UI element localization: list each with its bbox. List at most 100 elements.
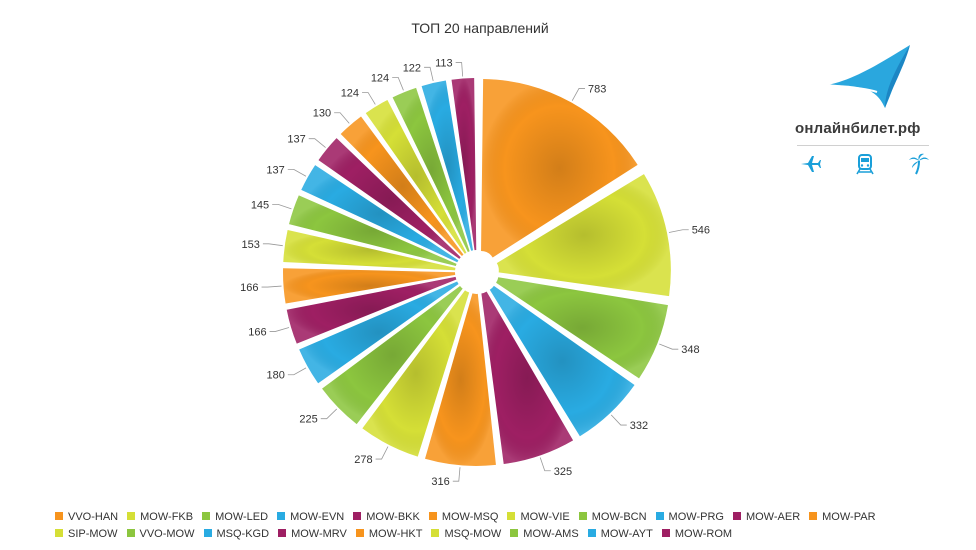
- pie-labels: 783 546 348 332 325 316 278 225 180 166 166 153 145 1…: [240, 58, 710, 489]
- legend-label: MOW-AYT: [600, 528, 653, 540]
- data-label: 166: [240, 282, 258, 294]
- legend-label: MSQ-KGD: [216, 528, 270, 540]
- legend-item[interactable]: MOW-HKT: [355, 526, 423, 543]
- brand-name: онлайнбилет.рф: [795, 120, 921, 137]
- legend-swatch: [202, 512, 211, 520]
- legend-swatch: [55, 512, 63, 520]
- legend-label: MOW-ROM: [674, 528, 733, 540]
- legend-label: MOW-PRG: [668, 511, 724, 523]
- data-label: 316: [431, 476, 449, 488]
- legend-swatch: [277, 512, 286, 520]
- legend-swatch: [655, 512, 664, 520]
- leader-line: [362, 92, 376, 105]
- leader-line: [262, 243, 283, 247]
- train-icon[interactable]: [853, 152, 877, 176]
- legend-swatch: [587, 529, 596, 537]
- leader-line: [539, 457, 551, 472]
- leader-line: [610, 414, 627, 426]
- legend-item[interactable]: MOW-LED: [202, 509, 268, 526]
- leader-line: [424, 66, 434, 82]
- data-label: 348: [681, 344, 699, 356]
- palm-tree-icon[interactable]: [907, 152, 931, 176]
- leader-line: [455, 62, 464, 77]
- leader-line: [308, 138, 326, 148]
- legend-item[interactable]: MOW-MSQ: [428, 509, 498, 526]
- legend-swatch: [510, 529, 519, 537]
- legend-label: VVO-HAN: [68, 511, 119, 523]
- legend-item[interactable]: MOW-ROM: [661, 526, 733, 543]
- data-label: 332: [630, 420, 648, 432]
- data-label: 546: [692, 225, 710, 237]
- data-label: 122: [403, 62, 421, 74]
- legend-swatch: [278, 529, 287, 537]
- legend-item[interactable]: VVO-HAN: [55, 509, 118, 526]
- legend-item[interactable]: MOW-EVN: [277, 509, 344, 526]
- legend-label: MOW-BCN: [591, 511, 647, 523]
- data-label: 325: [554, 466, 572, 478]
- legend-label: MOW-HKT: [368, 528, 423, 540]
- data-label: 153: [242, 239, 260, 251]
- leader-line: [287, 169, 307, 177]
- legend-item[interactable]: VVO-MOW: [126, 526, 195, 543]
- legend-label: VVO-MOW: [139, 528, 195, 540]
- legend-label: MOW-MRV: [291, 528, 347, 540]
- legend-label: MSQ-MOW: [444, 528, 502, 540]
- legend-item[interactable]: MOW-AER: [732, 509, 801, 526]
- legend-swatch: [55, 529, 63, 537]
- legend-label: MOW-AER: [745, 511, 801, 523]
- legend-item[interactable]: MOW-PAR: [809, 509, 876, 526]
- brand-divider: [797, 145, 929, 146]
- legend-item[interactable]: MOW-PRG: [655, 509, 724, 526]
- leader-line: [392, 76, 404, 91]
- legend-swatch: [809, 512, 818, 520]
- chart-legend: VVO-HAN MOW-FKB MOW-LED MOW-EVN MOW-BKK MOW-M…: [55, 509, 955, 543]
- leader-line: [571, 88, 586, 101]
- data-label: 278: [354, 454, 372, 466]
- legend-label: MOW-VIE: [520, 511, 570, 523]
- legend-item[interactable]: SIP-MOW: [55, 526, 118, 543]
- leader-line: [261, 285, 282, 288]
- data-label: 130: [313, 108, 331, 120]
- legend-swatch: [127, 512, 136, 520]
- airplane-icon[interactable]: [799, 152, 823, 176]
- legend-item[interactable]: MOW-AYT: [587, 526, 653, 543]
- legend-item[interactable]: MOW-BCN: [578, 509, 647, 526]
- legend-label: SIP-MOW: [68, 528, 118, 540]
- data-label: 124: [341, 87, 359, 99]
- legend-item[interactable]: MOW-VIE: [507, 509, 570, 526]
- legend-item[interactable]: MOW-AMS: [510, 526, 579, 543]
- legend-label: MOW-FKB: [140, 511, 194, 523]
- legend-item[interactable]: MSQ-KGD: [203, 526, 270, 543]
- data-label: 180: [266, 370, 284, 382]
- legend-swatch: [732, 512, 741, 520]
- leader-line: [272, 203, 292, 210]
- brand-logo: [826, 45, 910, 108]
- data-label: 145: [251, 199, 269, 211]
- legend-item[interactable]: MOW-BKK: [353, 509, 420, 526]
- legend-swatch: [353, 512, 362, 520]
- leader-line: [659, 343, 679, 350]
- data-label: 137: [287, 134, 305, 146]
- data-label: 137: [266, 164, 284, 176]
- legend-item[interactable]: MSQ-MOW: [431, 526, 501, 543]
- legend-swatch: [126, 529, 135, 537]
- data-label: 783: [588, 83, 606, 95]
- brand-block: онлайнбилет.рф: [795, 40, 935, 190]
- data-label: 124: [371, 72, 389, 84]
- legend-label: MOW-PAR: [822, 511, 876, 523]
- leader-line: [269, 327, 290, 332]
- legend-label: MOW-BKK: [366, 511, 420, 523]
- data-label: 166: [248, 326, 266, 338]
- legend-label: MOW-LED: [215, 511, 269, 523]
- legend-swatch: [431, 529, 440, 537]
- leader-line: [334, 112, 350, 124]
- legend-label: MOW-AMS: [523, 528, 579, 540]
- legend-item[interactable]: MOW-FKB: [127, 509, 193, 526]
- leader-line: [375, 446, 389, 460]
- legend-item[interactable]: MOW-MRV: [278, 526, 347, 543]
- pie-slices: [283, 78, 671, 466]
- leader-line: [320, 408, 338, 420]
- legend-swatch: [661, 529, 670, 537]
- legend-swatch: [507, 512, 516, 520]
- leader-line: [668, 229, 689, 233]
